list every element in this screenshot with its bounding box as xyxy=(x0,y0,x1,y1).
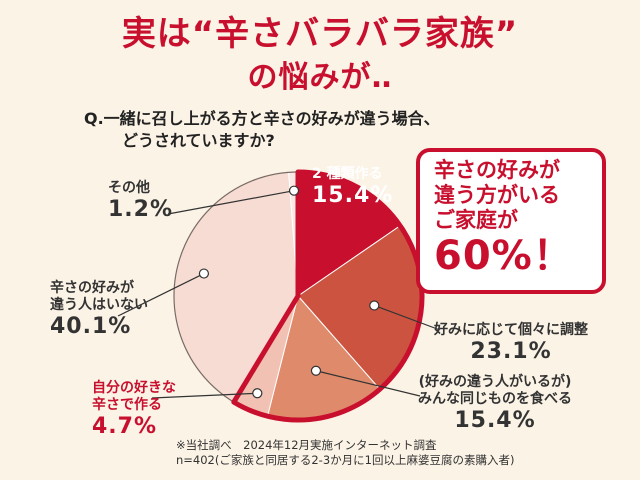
slice-individual-adjust-dot xyxy=(369,300,380,311)
callout-line-1: 辛さの好みが xyxy=(434,158,560,182)
callout-value: 60%！ xyxy=(434,233,574,279)
slice-own-spiciness-leader xyxy=(151,392,258,399)
label-other: その他 1.2% xyxy=(108,180,174,222)
label-individual-adjust: 好みに応じて個々に調整 23.1% xyxy=(434,322,588,364)
highlight-border xyxy=(231,169,425,423)
slice-no-difference-leader xyxy=(117,273,205,317)
question-line-2: どうされていますか? xyxy=(122,131,275,150)
note-line-2: n=402(ご家族と同居する2-3か月に1回以上麻婆豆腐の素購入者) xyxy=(176,453,515,467)
callout-line-3: ご家庭が xyxy=(434,208,518,232)
slice-other-dot xyxy=(288,185,300,196)
slice-same-food-dot xyxy=(310,365,322,376)
slice-same-food-leader xyxy=(315,370,421,397)
label-two-kinds: 2 種類作る 15.4% xyxy=(312,166,394,208)
highlight-callout: 辛さの好みが 違う方がいる ご家庭が 60%！ xyxy=(416,148,606,294)
slice-other-leader xyxy=(167,190,295,215)
page-title: 実は“辛さバラバラ家族” xyxy=(121,14,519,54)
label-same-food: (好みの違う人がいるが) みんな同じものを食べる 15.4% xyxy=(418,374,572,433)
survey-note: ※当社調べ 2024年12月実施インターネット調査 n=402(ご家族と同居する… xyxy=(176,438,514,468)
question-line-1: Q.一緒に召し上がる方と辛さの好みが違う場合、 xyxy=(84,109,440,128)
callout-line-2: 違う方がいる xyxy=(434,183,560,207)
label-own-spiciness: 自分の好きな 辛さで作る 4.7% xyxy=(92,380,176,439)
note-line-1: ※当社調べ 2024年12月実施インターネット調査 xyxy=(176,438,437,452)
slice-individual-adjust-leader xyxy=(374,304,441,331)
page-subtitle: の悩みが‥ xyxy=(247,60,393,95)
label-no-difference: 辛さの好みが 違う人はいない 40.1% xyxy=(50,280,148,339)
survey-question: Q.一緒に召し上がる方と辛さの好みが違う場合、 どうされていますか? xyxy=(84,108,440,152)
slice-own-spiciness-dot xyxy=(252,388,263,399)
slice-no-difference-dot xyxy=(198,268,210,279)
